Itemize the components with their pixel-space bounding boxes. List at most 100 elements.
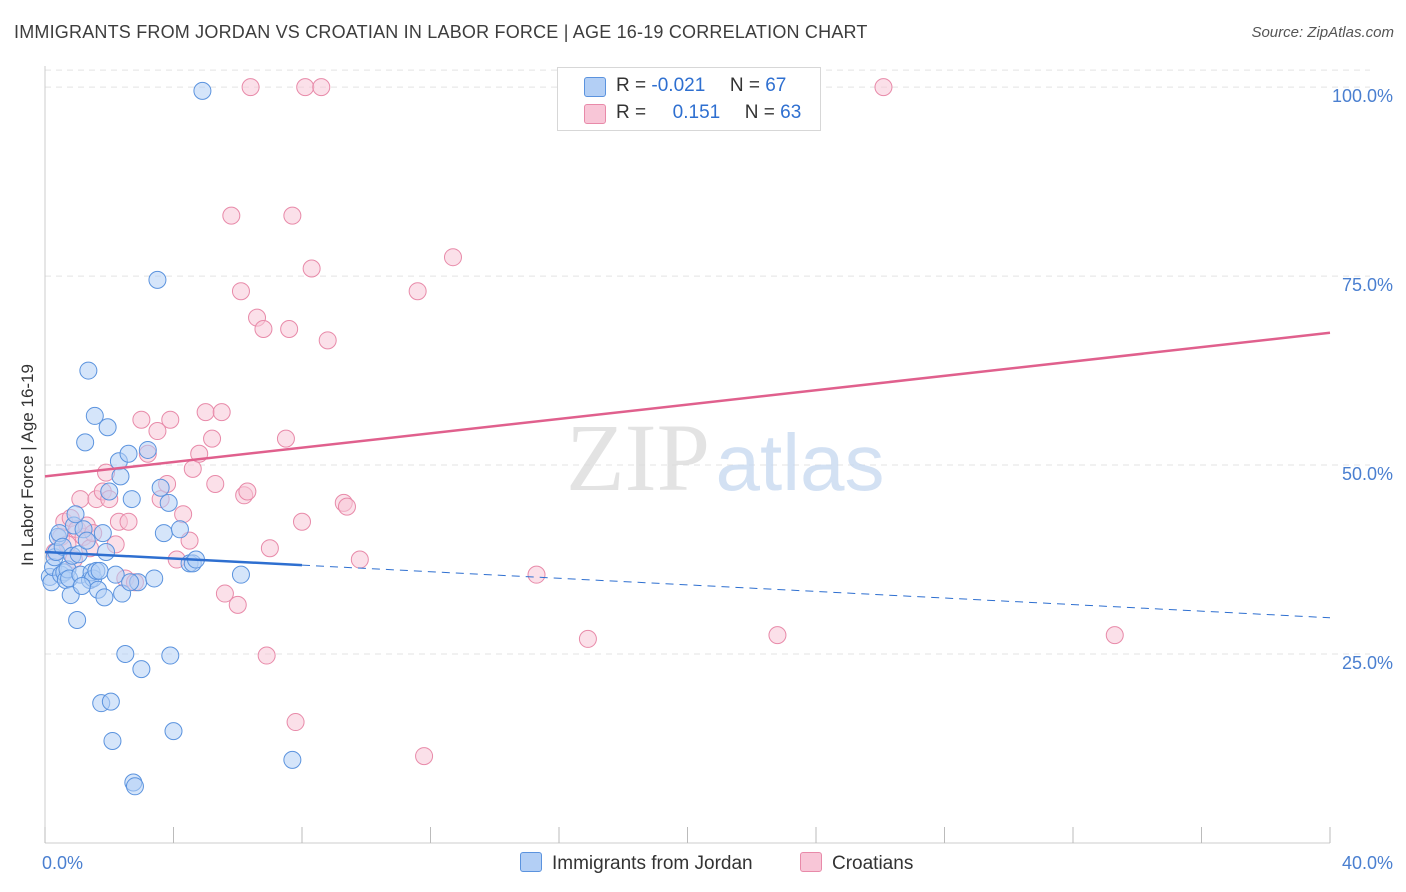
axes xyxy=(44,66,1331,844)
jordan-point xyxy=(103,731,122,750)
legend-text-croatians: R = 0.151 N = 63 xyxy=(616,102,801,124)
croatians-point xyxy=(350,550,369,569)
jordan-point xyxy=(101,692,120,711)
bottom-legend-swatch-croatians xyxy=(800,852,822,872)
source-note: Source: ZipAtlas.com xyxy=(1251,24,1394,41)
bottom-legend-label-croatians: Croatians xyxy=(832,853,914,874)
croatians-point xyxy=(238,482,257,501)
jordan-point xyxy=(79,361,98,380)
jordan-point xyxy=(93,524,112,543)
jordan-point xyxy=(125,777,144,796)
jordan-point xyxy=(97,542,116,561)
croatians-point xyxy=(578,629,597,648)
legend-r-label-jordan: R = xyxy=(616,75,647,96)
correlation-legend: R = -0.021 N = 67 R = 0.151 N = 63 xyxy=(557,67,821,131)
croatians-point xyxy=(260,539,279,558)
jordan-point xyxy=(121,573,140,592)
jordan-point xyxy=(90,561,109,580)
croatians-point xyxy=(443,248,462,267)
jordan-point xyxy=(132,660,151,679)
croatians-point xyxy=(768,626,787,645)
jordan-point xyxy=(193,81,212,100)
trend-lines xyxy=(44,331,1331,619)
jordan-point xyxy=(138,440,157,459)
jordan-point xyxy=(98,418,117,437)
croatians-point xyxy=(196,403,215,422)
croatians-point xyxy=(203,429,222,448)
legend-n-label-croatians: N = xyxy=(744,102,775,123)
y-axis-label: In Labor Force | Age 16-19 xyxy=(18,364,37,566)
bottom-legend-croatians: Croatians xyxy=(800,852,913,875)
croatians-point xyxy=(206,474,225,493)
croatians-point xyxy=(228,595,247,614)
jordan-trend-line-dashed xyxy=(301,564,1331,619)
y-tick-label: 75.0% xyxy=(1342,275,1393,295)
croatians-point xyxy=(119,512,138,531)
jordan-point xyxy=(148,270,167,289)
croatians-point xyxy=(408,282,427,301)
legend-n-label-jordan: N = xyxy=(729,75,760,96)
tick-labels: 25.0% 50.0% 75.0% 100.0% 0.0% 40.0% xyxy=(42,86,1393,873)
legend-r-value-jordan: -0.021 xyxy=(651,75,706,96)
croatians-point xyxy=(174,505,193,524)
jordan-point xyxy=(122,490,141,509)
croatians-point xyxy=(296,78,315,97)
jordan-point xyxy=(95,588,114,607)
legend-n-value-croatians: 63 xyxy=(780,102,802,123)
croatians-point xyxy=(1105,626,1124,645)
jordan-point xyxy=(170,520,189,539)
croatians-point xyxy=(132,410,151,429)
bottom-legend-jordan: Immigrants from Jordan xyxy=(520,852,753,875)
croatians-trend-line xyxy=(44,331,1331,478)
legend-text-jordan: R = -0.021 N = 67 xyxy=(616,75,786,97)
croatians-point xyxy=(254,320,273,338)
bottom-legend-swatch-jordan xyxy=(520,852,542,872)
bottom-legend-label-jordan: Immigrants from Jordan xyxy=(552,853,753,874)
croatians-point xyxy=(874,78,893,97)
croatians-point xyxy=(231,282,250,301)
x-tick-label: 40.0% xyxy=(1342,853,1393,873)
jordan-point xyxy=(231,565,250,584)
croatians-point xyxy=(71,490,90,509)
croatians-point xyxy=(337,497,356,516)
croatians-point xyxy=(318,331,337,350)
jordan-point xyxy=(85,406,104,425)
jordan-point xyxy=(116,645,135,664)
jordan-point xyxy=(68,611,87,630)
croatians-point xyxy=(286,713,305,732)
y-tick-label: 50.0% xyxy=(1342,464,1393,484)
jordan-point xyxy=(164,722,183,741)
croatians-point xyxy=(215,584,234,603)
croatians-point xyxy=(293,512,311,531)
croatians-point xyxy=(415,747,434,766)
y-tick-label: 100.0% xyxy=(1332,86,1393,106)
croatians-point xyxy=(276,429,295,448)
jordan-point xyxy=(151,478,170,497)
jordan-points xyxy=(40,81,302,796)
croatians-point xyxy=(212,403,231,422)
croatians-point xyxy=(302,259,321,278)
legend-r-label-croatians: R = xyxy=(616,102,647,123)
legend-r-value-croatians: 0.151 xyxy=(672,102,721,123)
croatians-point xyxy=(312,78,331,97)
jordan-point xyxy=(77,531,96,550)
jordan-point xyxy=(76,433,95,452)
croatians-point xyxy=(148,422,167,441)
legend-swatch-jordan xyxy=(584,77,606,97)
x-tick-label: 0.0% xyxy=(42,853,83,873)
jordan-point xyxy=(154,524,173,543)
croatians-point xyxy=(183,459,202,478)
chart-title: IMMIGRANTS FROM JORDAN VS CROATIAN IN LA… xyxy=(14,22,868,42)
croatians-point xyxy=(241,78,260,97)
croatians-points xyxy=(45,78,1124,766)
jordan-point xyxy=(145,569,164,588)
watermark: ZIP atlas xyxy=(566,404,884,511)
jordan-point xyxy=(119,444,138,463)
jordan-point xyxy=(283,750,302,769)
jordan-point xyxy=(100,482,119,501)
croatians-point xyxy=(222,206,241,225)
legend-n-value-jordan: 67 xyxy=(765,75,787,96)
jordan-point xyxy=(161,646,180,665)
jordan-point xyxy=(111,467,130,486)
